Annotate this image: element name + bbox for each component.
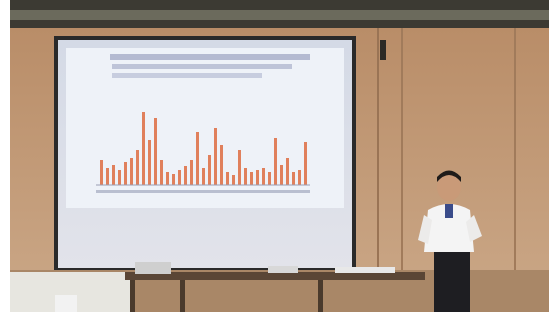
slide-title-blur — [112, 73, 262, 78]
laptop — [268, 266, 298, 273]
left-border — [0, 0, 10, 312]
papers — [335, 267, 395, 273]
slide-labels-blur — [96, 190, 310, 193]
slide-title-blur — [112, 64, 292, 69]
wall-fixture — [380, 40, 386, 60]
photo — [0, 0, 549, 312]
projector — [135, 262, 171, 274]
table-leg — [318, 280, 323, 312]
slide-title-blur — [110, 54, 310, 60]
table-leg — [130, 280, 135, 312]
table-leg — [180, 280, 185, 312]
page — [0, 0, 549, 312]
box — [55, 295, 77, 312]
vent-strip — [0, 10, 549, 20]
